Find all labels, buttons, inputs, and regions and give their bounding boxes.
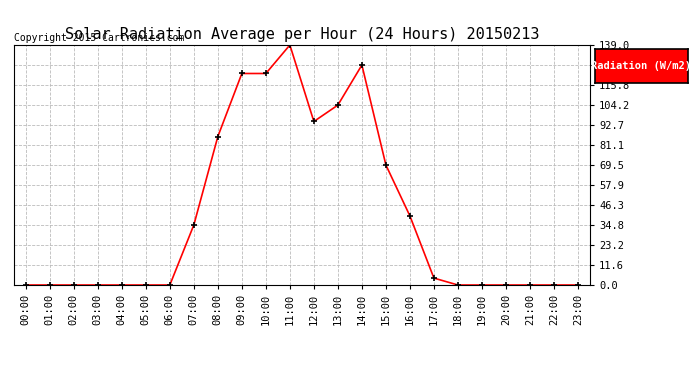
Text: Radiation (W/m2): Radiation (W/m2): [591, 61, 690, 70]
Title: Solar Radiation Average per Hour (24 Hours) 20150213: Solar Radiation Average per Hour (24 Hou…: [65, 27, 539, 42]
Text: Copyright 2015 Cartronics.com: Copyright 2015 Cartronics.com: [14, 33, 184, 43]
